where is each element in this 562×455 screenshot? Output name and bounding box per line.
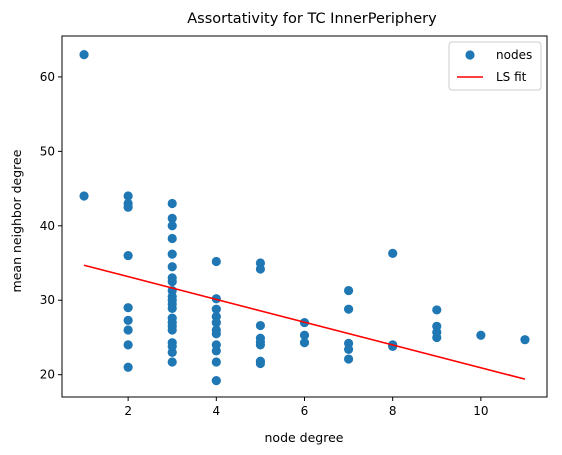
data-point [299, 330, 310, 340]
x-tick-label: 10 [473, 404, 488, 418]
data-point [255, 320, 266, 331]
data-point [299, 338, 310, 348]
data-point [520, 335, 530, 345]
data-point [123, 325, 133, 335]
data-point [123, 340, 133, 350]
data-point [123, 191, 133, 201]
data-point [255, 358, 266, 369]
data-point [211, 346, 221, 356]
data-point [211, 376, 221, 386]
data-point [167, 303, 177, 314]
data-point [211, 304, 221, 314]
data-point [123, 315, 133, 325]
data-point [167, 198, 177, 209]
ls-fit-line [83, 264, 526, 380]
data-point [167, 213, 177, 223]
data-point [255, 264, 266, 274]
data-point [167, 277, 177, 287]
data-point [211, 256, 221, 267]
data-point [79, 50, 89, 60]
x-axis-ticks: 2 4 6 8 10 [124, 397, 489, 418]
data-point [123, 202, 133, 212]
data-point [167, 325, 177, 335]
y-tick-label: 40 [40, 219, 55, 233]
x-tick-label: 6 [301, 404, 309, 418]
legend: nodes LS fit [448, 41, 542, 91]
data-point [343, 285, 354, 296]
data-point [123, 362, 133, 372]
data-point [79, 191, 89, 201]
legend-label: LS fit [496, 70, 527, 84]
legend-marker-nodes [465, 50, 475, 60]
chart-title: Assortativity for TC InnerPeriphery [187, 11, 437, 27]
data-point [343, 304, 354, 314]
x-axis-label: node degree [265, 430, 344, 445]
data-point [167, 233, 177, 244]
data-point [211, 317, 221, 328]
y-tick-label: 30 [40, 293, 55, 307]
data-point [167, 357, 177, 367]
data-point [343, 354, 354, 364]
data-point [211, 357, 221, 367]
x-tick-label: 2 [124, 404, 132, 418]
data-point [476, 330, 486, 340]
data-point [167, 262, 177, 272]
legend-label: nodes [496, 48, 532, 62]
data-point [388, 248, 398, 258]
x-tick-label: 4 [212, 404, 220, 418]
fit-line-layer [83, 264, 526, 380]
data-point [123, 303, 133, 313]
data-point [343, 344, 354, 354]
data-point [432, 305, 442, 315]
y-tick-label: 60 [40, 70, 55, 84]
data-point [432, 332, 442, 343]
y-tick-label: 50 [40, 144, 55, 158]
x-tick-label: 8 [389, 404, 397, 418]
data-point [167, 249, 177, 259]
y-tick-label: 20 [40, 368, 55, 382]
y-axis-label: mean neighbor degree [9, 149, 24, 292]
y-axis-ticks: 20 30 40 50 60 [40, 70, 62, 382]
data-point [167, 221, 177, 231]
data-point [255, 340, 266, 350]
data-point [123, 250, 133, 261]
data-point [167, 347, 177, 357]
data-point [211, 329, 221, 339]
